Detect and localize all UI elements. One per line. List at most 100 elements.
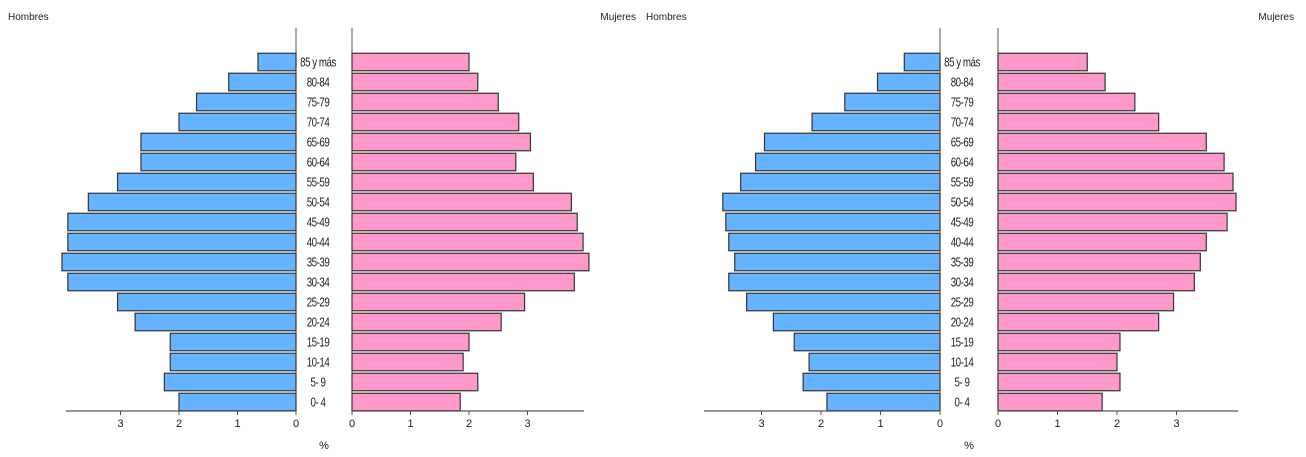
male-bar [163, 372, 297, 392]
female-bar [351, 132, 532, 152]
age-group-label: 15-19 [307, 336, 330, 349]
male-bar [725, 212, 941, 232]
female-bar [351, 292, 526, 312]
right-tick-label: 3 [1173, 418, 1179, 430]
age-group-label: 20-24 [951, 316, 974, 329]
age-group-label: 10-14 [951, 356, 974, 369]
age-group-label: 40-44 [951, 236, 974, 249]
female-bar [997, 392, 1103, 412]
age-group-label: 70-74 [307, 116, 330, 129]
x-axis-label: % [319, 440, 329, 452]
male-bar [140, 132, 297, 152]
right-tick-label: 3 [524, 418, 530, 430]
age-group-label: 45-49 [951, 216, 974, 229]
age-group-label: 25-29 [307, 296, 330, 309]
right-tick-label: 2 [1114, 418, 1120, 430]
male-bar [67, 272, 297, 292]
male-bar [826, 392, 941, 412]
female-bar [351, 52, 470, 72]
age-group-label: 45-49 [307, 216, 330, 229]
female-bar [997, 312, 1160, 332]
male-bar [169, 332, 297, 352]
male-bar [195, 92, 297, 112]
female-bar [351, 252, 590, 272]
female-bar [351, 372, 479, 392]
female-bar [351, 352, 464, 372]
right-tick-label: 0 [995, 418, 1001, 430]
female-bar [997, 272, 1195, 292]
male-bar [793, 332, 941, 352]
female-bar [997, 132, 1207, 152]
age-group-label: 30-34 [951, 276, 974, 289]
left-tick-label: 3 [758, 418, 764, 430]
male-bar [116, 292, 297, 312]
female-bar [997, 112, 1160, 132]
male-bar [728, 272, 941, 292]
left-tick-label: 1 [234, 418, 240, 430]
male-bar [178, 392, 297, 412]
age-group-label: 10-14 [307, 356, 330, 369]
male-bar [67, 232, 297, 252]
female-bar [351, 392, 461, 412]
right-header-label: Mujeres [600, 12, 636, 23]
female-bar [351, 152, 517, 172]
left-header-label: Hombres [8, 12, 49, 23]
male-bar [722, 192, 941, 212]
male-bar [87, 192, 297, 212]
male-bar [876, 72, 941, 92]
female-bar [351, 212, 578, 232]
age-group-label: 0- 4 [955, 396, 970, 409]
male-bar [802, 372, 941, 392]
female-bar [351, 272, 575, 292]
female-bar [997, 192, 1237, 212]
right-header-label: Mujeres [1258, 12, 1294, 23]
female-bar [997, 52, 1088, 72]
male-bar [178, 112, 297, 132]
male-bar [754, 152, 941, 172]
age-group-label: 70-74 [951, 116, 974, 129]
age-group-label: 75-79 [307, 96, 330, 109]
age-group-label: 80-84 [307, 76, 330, 89]
female-bar [997, 152, 1225, 172]
male-bar [808, 352, 941, 372]
female-bar [997, 232, 1207, 252]
female-bar [351, 112, 520, 132]
male-bar [772, 312, 941, 332]
male-bar [844, 92, 941, 112]
male-bar [903, 52, 941, 72]
female-bar [997, 172, 1234, 192]
age-group-label: 65-69 [951, 136, 974, 149]
left-tick-label: 0 [937, 418, 943, 430]
left-tick-label: 1 [877, 418, 883, 430]
female-bar [997, 92, 1136, 112]
male-bar [811, 112, 941, 132]
female-bar [351, 332, 470, 352]
age-group-label: 35-39 [307, 256, 330, 269]
left-tick-label: 2 [818, 418, 824, 430]
female-bar [997, 212, 1228, 232]
age-group-label: 30-34 [307, 276, 330, 289]
female-bar [997, 72, 1106, 92]
age-group-label: 80-84 [951, 76, 974, 89]
right-tick-label: 0 [349, 418, 355, 430]
age-group-label: 55-59 [307, 176, 330, 189]
age-group-label: 15-19 [951, 336, 974, 349]
male-bar [61, 252, 297, 272]
male-bar [228, 72, 297, 92]
age-group-label: 35-39 [951, 256, 974, 269]
left-tick-label: 0 [293, 418, 299, 430]
female-bar [351, 192, 572, 212]
male-bar [746, 292, 941, 312]
age-group-label: 50-54 [307, 196, 330, 209]
age-group-label: 5- 9 [955, 376, 970, 389]
age-group-label: 25-29 [951, 296, 974, 309]
age-group-label: 65-69 [307, 136, 330, 149]
male-bar [134, 312, 297, 332]
male-bar [116, 172, 297, 192]
age-group-label: 20-24 [307, 316, 330, 329]
female-bar [351, 72, 479, 92]
age-group-label: 60-64 [951, 156, 974, 169]
right-tick-label: 2 [466, 418, 472, 430]
female-bar [351, 172, 534, 192]
